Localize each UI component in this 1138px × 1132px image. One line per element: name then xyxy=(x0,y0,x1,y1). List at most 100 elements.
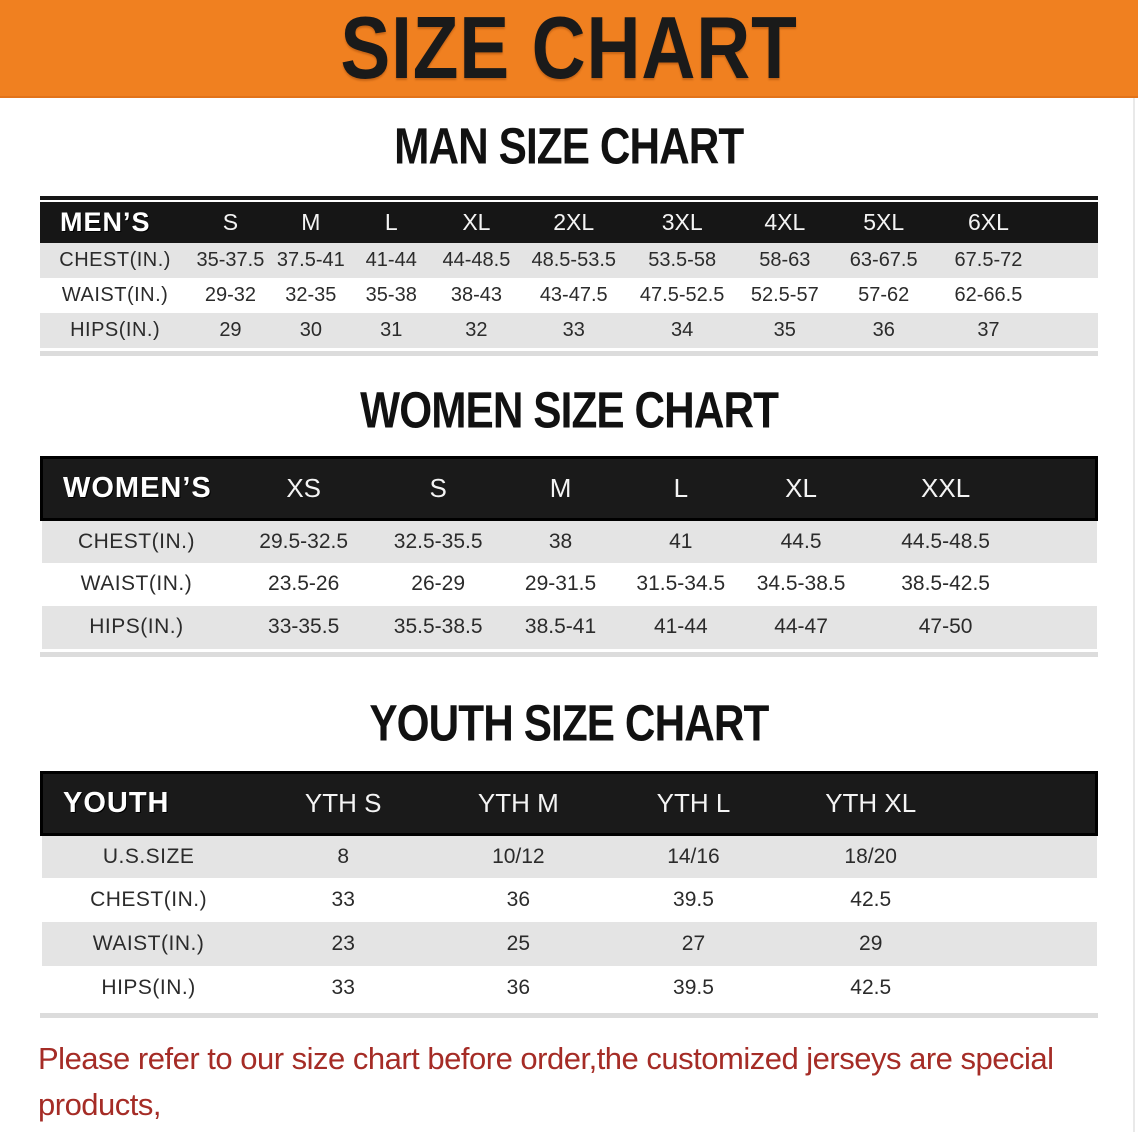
measurement-value: 29 xyxy=(219,319,242,341)
spacer-cell xyxy=(960,966,1096,1010)
measurement-value: 36 xyxy=(506,976,531,999)
size-column-header: XL xyxy=(431,202,522,243)
measurement-value: 38-43 xyxy=(450,284,502,306)
youth-section-heading: YOUTH SIZE CHART xyxy=(0,693,1138,752)
measurement-value: 57-62 xyxy=(858,284,910,306)
measurement-row: HIPS(IN.) 33 36 39.5 42.5 xyxy=(41,966,1097,1010)
measurement-value: 37 xyxy=(977,319,1000,341)
measurement-value: 67.5-72 xyxy=(954,249,1023,271)
spacer-cell xyxy=(960,922,1096,966)
size-column-header: YTH M xyxy=(430,770,606,836)
spacer-cell xyxy=(1030,606,1097,649)
disclaimer-line-2: we don't accept cancel, change, teturn o… xyxy=(26,1128,1112,1132)
size-column-header: L xyxy=(620,456,741,521)
measurement-value: 33 xyxy=(331,976,355,999)
measurement-value: 27 xyxy=(681,932,706,955)
measurement-value: 41-44 xyxy=(365,249,417,271)
measurement-value: 42.5 xyxy=(850,888,892,911)
measurement-value: 34.5-38.5 xyxy=(756,572,846,595)
measurement-value: 37.5-41 xyxy=(276,249,345,271)
measurement-row: CHEST(IN.) 29.5-32.5 32.5-35.5 38 41 44.5 44.5… xyxy=(41,519,1097,563)
measurement-value: 43-47.5 xyxy=(539,284,608,306)
banner-title: SIZE CHART xyxy=(340,0,798,97)
spacer-cell xyxy=(960,878,1096,922)
mens-section-heading: MAN SIZE CHART xyxy=(0,117,1138,175)
spacer-cell xyxy=(1040,202,1098,243)
measurement-label: HIPS(IN.) xyxy=(101,976,196,999)
size-column-header: L xyxy=(351,202,432,243)
spacer-cell xyxy=(1030,563,1097,606)
measurement-row: WAIST(IN.) 29-32 32-35 35-38 38-43 43-47.5 47.… xyxy=(40,278,1098,313)
measurement-value: 25 xyxy=(506,932,531,955)
measurement-value: 14/16 xyxy=(667,844,720,868)
measurement-value: 38.5-41 xyxy=(524,615,597,638)
measurement-label: U.S.SIZE xyxy=(102,844,195,868)
measurement-value: 32.5-35.5 xyxy=(393,529,483,553)
measurement-value: 35.5-38.5 xyxy=(393,615,483,638)
youth-heading-text: YOUTH SIZE CHART xyxy=(369,693,769,752)
womens-size-table-grid: WOMEN’S XS S M L XL XXL CHEST(IN.) 29.5-32.5 32.5… xyxy=(40,456,1098,649)
measurement-value: 41 xyxy=(669,529,693,553)
measurement-label: CHEST(IN.) xyxy=(59,249,171,271)
measurement-value: 23.5-26 xyxy=(268,572,340,595)
measurement-value: 32-35 xyxy=(285,284,337,306)
table-group-label: MEN’S xyxy=(40,202,191,243)
measurement-value: 52.5-57 xyxy=(750,284,819,306)
measurement-value: 44-48.5 xyxy=(442,249,511,271)
measurement-value: 29-31.5 xyxy=(524,572,597,595)
measurement-value: 29 xyxy=(859,932,883,955)
spacer-cell xyxy=(1041,243,1098,278)
measurement-value: 53.5-58 xyxy=(648,249,717,271)
measurement-value: 8 xyxy=(337,844,350,868)
measurement-value: 35-37.5 xyxy=(196,249,265,271)
size-column-header: 3XL xyxy=(626,202,739,243)
measurement-value: 32 xyxy=(465,319,488,341)
measurement-value: 42.5 xyxy=(850,976,892,999)
measurement-value: 44-47 xyxy=(774,615,828,638)
size-column-header: YTH L xyxy=(605,770,782,836)
measurement-value: 38.5-42.5 xyxy=(901,572,990,595)
measurement-label: HIPS(IN.) xyxy=(70,319,161,341)
measurement-value: 36 xyxy=(872,319,895,341)
size-column-header: YTH S xyxy=(255,770,431,836)
youth-size-table-grid: YOUTH YTH S YTH M YTH L YTH XL U.S.SIZE 8 10/12… xyxy=(39,770,1099,1010)
spacer-cell xyxy=(1041,313,1098,348)
measurement-value: 31.5-34.5 xyxy=(636,572,726,595)
spacer-cell xyxy=(960,834,1096,878)
measurement-value: 33 xyxy=(562,319,585,341)
measurement-value: 29-32 xyxy=(204,284,257,306)
size-column-header: 4XL xyxy=(738,202,832,243)
spacer-cell xyxy=(1030,520,1097,563)
size-column-header: M xyxy=(270,202,352,243)
measurement-value: 47-50 xyxy=(918,615,973,638)
measurement-value: 63-67.5 xyxy=(849,249,918,271)
mens-heading-text: MAN SIZE CHART xyxy=(394,117,744,175)
size-column-header: XL xyxy=(740,456,862,521)
size-header-row: MEN’S S M L XL 2XL 3XL 4XL 5XL 6XL xyxy=(40,202,1098,243)
measurement-label: CHEST(IN.) xyxy=(90,888,208,911)
size-column-header: S xyxy=(375,456,501,521)
table-group-label: WOMEN’S xyxy=(40,456,232,521)
measurement-value: 39.5 xyxy=(673,976,714,999)
size-column-header: XXL xyxy=(861,456,1030,521)
measurement-value: 30 xyxy=(299,319,322,341)
measurement-value: 44.5-48.5 xyxy=(901,529,990,553)
measurement-value: 26-29 xyxy=(411,572,466,595)
size-header-row: YOUTH YTH S YTH M YTH L YTH XL xyxy=(39,770,1099,836)
measurement-value: 47.5-52.5 xyxy=(639,284,725,306)
measurement-value: 33-35.5 xyxy=(268,615,340,638)
measurement-value: 34 xyxy=(671,319,694,341)
womens-section-heading: WOMEN SIZE CHART xyxy=(0,381,1138,439)
disclaimer-line-1: Please refer to our size chart before or… xyxy=(38,1041,1054,1122)
mens-size-table: MEN’S S M L XL 2XL 3XL 4XL 5XL 6XL CHEST(IN.) 35-37… xyxy=(40,196,1098,356)
measurement-label: WAIST(IN.) xyxy=(92,932,205,955)
womens-heading-text: WOMEN SIZE CHART xyxy=(360,381,779,439)
measurement-row: WAIST(IN.) 23 25 27 29 xyxy=(41,922,1097,966)
size-column-header: 6XL xyxy=(936,202,1041,243)
measurement-value: 29.5-32.5 xyxy=(259,529,349,553)
measurement-value: 41-44 xyxy=(653,615,708,638)
measurement-row: U.S.SIZE 8 10/12 14/16 18/20 xyxy=(41,834,1097,878)
measurement-label: WAIST(IN.) xyxy=(61,284,169,306)
measurement-value: 39.5 xyxy=(673,888,714,911)
